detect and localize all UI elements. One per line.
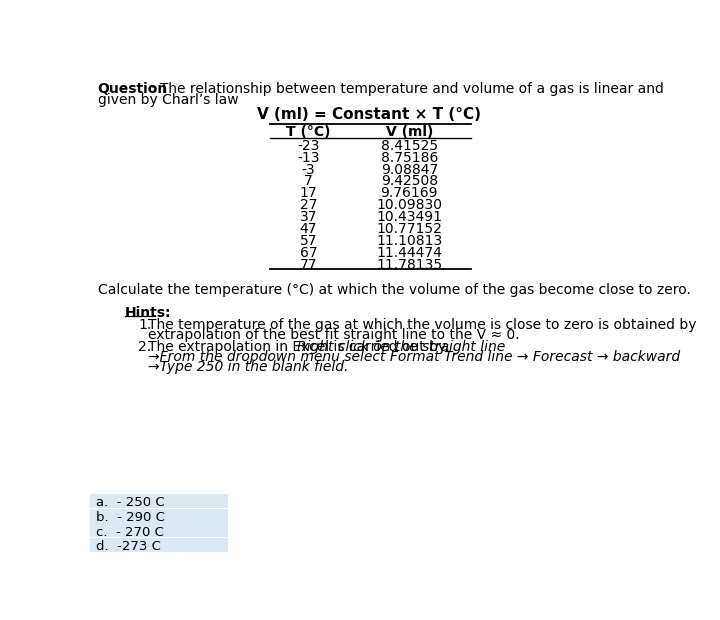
Text: 37: 37 <box>300 210 318 224</box>
Text: 11.78135: 11.78135 <box>377 258 442 272</box>
Text: b.  - 290 C: b. - 290 C <box>96 511 165 524</box>
Text: 77: 77 <box>300 258 318 272</box>
Text: V (ml): V (ml) <box>386 125 433 140</box>
Text: V (ml) = Constant × T (°C): V (ml) = Constant × T (°C) <box>257 107 481 122</box>
Text: 10.43491: 10.43491 <box>377 210 442 224</box>
Text: 8.75186: 8.75186 <box>381 151 438 165</box>
Text: 57: 57 <box>300 234 318 248</box>
Text: 10.77152: 10.77152 <box>377 222 442 236</box>
Text: Calculate the temperature (°C) at which the volume of the gas become close to ze: Calculate the temperature (°C) at which … <box>98 283 690 298</box>
Text: Hints:: Hints: <box>125 306 171 321</box>
Text: 2.: 2. <box>138 340 151 354</box>
Text: →From the dropdown menu select Format Trend line → Forecast → backward: →From the dropdown menu select Format Tr… <box>148 350 680 365</box>
Text: -13: -13 <box>297 151 320 165</box>
Text: 1.: 1. <box>138 318 151 332</box>
Text: The temperature of the gas at which the volume is close to zero is obtained by: The temperature of the gas at which the … <box>148 318 697 332</box>
Text: 9.08847: 9.08847 <box>381 162 438 177</box>
Text: T (°C): T (°C) <box>287 125 330 140</box>
Text: given by Charl’s law: given by Charl’s law <box>98 93 238 107</box>
Text: 11.10813: 11.10813 <box>376 234 442 248</box>
Text: 17: 17 <box>300 187 318 200</box>
Text: : The relationship between temperature and volume of a gas is linear and: : The relationship between temperature a… <box>142 82 664 96</box>
Bar <box>90 494 228 508</box>
Text: 7: 7 <box>304 174 313 188</box>
Bar <box>90 508 228 523</box>
Text: 27: 27 <box>300 198 318 213</box>
Text: 11.44474: 11.44474 <box>377 246 442 260</box>
Text: 8.41525: 8.41525 <box>381 139 438 153</box>
Bar <box>90 523 228 537</box>
Text: The extrapolation in Excel is carried out by:: The extrapolation in Excel is carried ou… <box>148 340 454 354</box>
Text: d.  -273 C: d. -273 C <box>96 540 161 553</box>
Text: 47: 47 <box>300 222 318 236</box>
Text: Right click on the straight line: Right click on the straight line <box>297 340 505 354</box>
Text: -23: -23 <box>297 139 320 153</box>
Text: a.  - 250 C: a. - 250 C <box>96 497 165 510</box>
Text: Question: Question <box>98 82 168 96</box>
Text: extrapolation of the best fit straight line to the V ≈ 0.: extrapolation of the best fit straight l… <box>148 328 520 342</box>
Text: -3: -3 <box>302 162 315 177</box>
Text: →Type 250 in the blank field.: →Type 250 in the blank field. <box>148 360 348 374</box>
Bar <box>90 538 228 552</box>
Text: 9.76169: 9.76169 <box>381 187 438 200</box>
Text: 9.42508: 9.42508 <box>381 174 438 188</box>
Text: c.  - 270 C: c. - 270 C <box>96 526 164 539</box>
Text: 67: 67 <box>300 246 318 260</box>
Text: 10.09830: 10.09830 <box>377 198 442 213</box>
